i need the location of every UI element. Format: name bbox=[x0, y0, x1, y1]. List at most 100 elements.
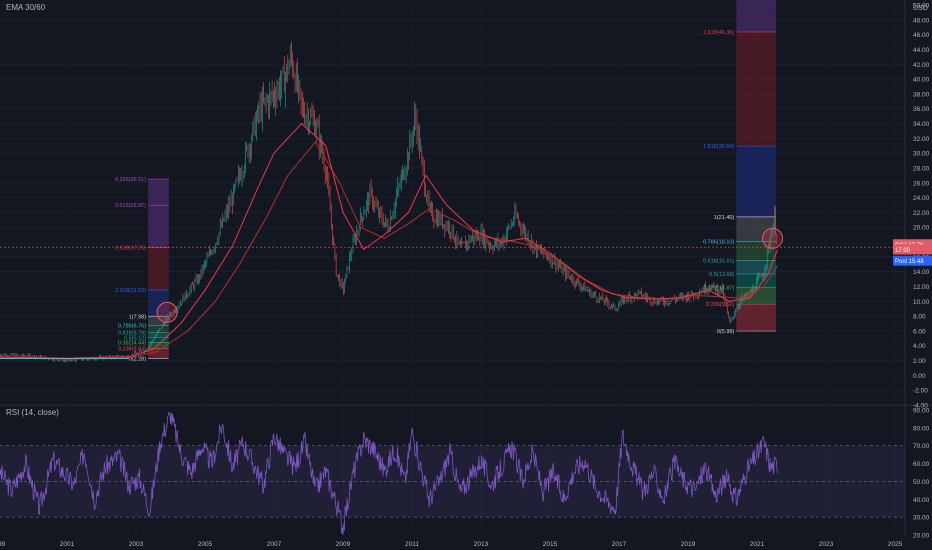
fib-right-level-label: 2.618(46.36) bbox=[703, 30, 734, 36]
fib-left-zone bbox=[148, 205, 169, 248]
fib-right-zone bbox=[736, 0, 776, 32]
price-badge bbox=[893, 244, 932, 255]
rsi-y-tick-label: 90.00 bbox=[913, 408, 930, 415]
y-tick-label: 30.00 bbox=[913, 151, 930, 158]
fib-right-level-label: 0.236(9.61) bbox=[706, 302, 734, 308]
fib-left-zone bbox=[148, 342, 169, 349]
fib-left-level-label: 0.382(4.44) bbox=[118, 340, 146, 346]
y-tick-label: -2.00 bbox=[913, 388, 928, 395]
x-tick-label: 2009 bbox=[336, 541, 351, 548]
x-tick-label: 99 bbox=[0, 541, 6, 548]
y-tick-label: 48.00 bbox=[913, 17, 930, 24]
fib-left-zone bbox=[148, 179, 169, 206]
y-tick-label: 36.00 bbox=[913, 106, 930, 113]
x-tick-label: 2007 bbox=[267, 541, 282, 548]
y-tick-label: 12.00 bbox=[913, 284, 930, 291]
fibonacci-extensions: 0(2.28)0.236(3.63)0.382(4.44)0.5(5.12)0.… bbox=[115, 0, 776, 362]
fib-right-level-label: 0(5.98) bbox=[717, 329, 735, 335]
y-tick-label: 0.00 bbox=[913, 373, 926, 380]
fib-left-level-label: 1(7.98) bbox=[129, 314, 147, 320]
y-tick-label: 8.00 bbox=[913, 314, 926, 321]
rsi-y-tick-label: 70.00 bbox=[913, 443, 930, 450]
y-tick-label: 44.00 bbox=[913, 47, 930, 54]
y-tick-label: -4.00 bbox=[913, 403, 928, 410]
y-tick-label: 24.00 bbox=[913, 195, 930, 202]
fib-right-zone bbox=[736, 31, 776, 147]
y-tick-label: 38.00 bbox=[913, 91, 930, 98]
fib-right-zone bbox=[736, 287, 776, 305]
price-badge bbox=[893, 255, 932, 266]
ema-fast-line bbox=[0, 122, 779, 359]
y-tick-label: 26.00 bbox=[913, 180, 930, 187]
y-tick-label: 28.00 bbox=[913, 165, 930, 172]
fib-right-level-label: 1.618(30.94) bbox=[703, 144, 734, 150]
rsi-y-tick-label: 80.00 bbox=[913, 425, 930, 432]
price-badge-text: Pool 15.48 bbox=[895, 259, 924, 265]
rsi-y-tick-label: 60.00 bbox=[913, 461, 930, 468]
y-tick-label: 22.00 bbox=[913, 210, 930, 217]
x-tick-label: 2017 bbox=[612, 541, 627, 548]
y-tick-label: 50.00 bbox=[913, 3, 930, 10]
rsi-line bbox=[0, 411, 779, 536]
fib-left-level-label: 0.236(3.63) bbox=[118, 346, 146, 352]
axes: 50.00 48.00 46.00 44.00 42.00 40.00 38.00 36.00… bbox=[0, 3, 932, 548]
x-tick-label: 2011 bbox=[405, 541, 419, 548]
fib-left-level-label: 4.236(26.51) bbox=[115, 177, 146, 183]
rsi-title: RSI (14, close) bbox=[6, 408, 59, 417]
y-tick-label: 34.00 bbox=[913, 121, 930, 128]
y-tick-label: 46.00 bbox=[913, 32, 930, 39]
rsi-y-tick-label: 50.00 bbox=[913, 479, 930, 486]
fib-left-level-label: 0.618(5.79) bbox=[118, 330, 146, 336]
main-chart-title: EMA 30/60 bbox=[6, 3, 46, 12]
currency-label: USD bbox=[913, 5, 928, 12]
fib-left-level-label: 3.618(22.97) bbox=[115, 203, 146, 209]
fib-right-zone bbox=[736, 304, 776, 332]
rsi-panel bbox=[0, 411, 905, 536]
y-tick-label: 20.00 bbox=[913, 225, 930, 232]
fib-right-zone bbox=[736, 146, 776, 217]
fib-left-zone bbox=[148, 325, 169, 333]
rsi-y-tick-label: 30.00 bbox=[913, 515, 930, 522]
x-tick-label: 2019 bbox=[681, 541, 696, 548]
price-badge-text: 17.00 bbox=[895, 248, 911, 254]
y-tick-label: 14.00 bbox=[913, 269, 930, 276]
fib-right-zone bbox=[736, 260, 776, 274]
y-tick-label: 32.00 bbox=[913, 136, 930, 143]
fib-right-level-label: 1(21.40) bbox=[714, 215, 735, 221]
fib-left-level-label: 0(2.28) bbox=[129, 356, 147, 362]
highlight-circle bbox=[156, 301, 178, 323]
fib-left-level-label: 0.5(5.12) bbox=[124, 335, 146, 341]
fib-left-zone bbox=[148, 247, 169, 291]
y-tick-label: 10.00 bbox=[913, 299, 930, 306]
rsi-y-tick-label: 20.00 bbox=[913, 533, 930, 540]
ema-lines bbox=[0, 122, 905, 360]
y-tick-label: 42.00 bbox=[913, 62, 930, 69]
fib-left-zone bbox=[148, 290, 169, 317]
fib-left-level-label: 2.618(17.25) bbox=[115, 246, 146, 252]
fib-left-zone bbox=[148, 316, 169, 326]
y-tick-label: 2.00 bbox=[913, 358, 926, 365]
fib-left-level-label: 0.786(6.76) bbox=[118, 323, 146, 329]
x-tick-label: 2015 bbox=[543, 541, 558, 548]
highlight-circle bbox=[762, 227, 784, 249]
price-badge bbox=[893, 239, 932, 250]
fib-right-level-label: 0.618(15.51) bbox=[703, 258, 734, 264]
y-tick-label: 6.00 bbox=[913, 328, 926, 335]
fib-left-level-label: 1.618(11.52) bbox=[115, 288, 146, 294]
x-tick-label: 2021 bbox=[750, 541, 765, 548]
x-tick-label: 2001 bbox=[60, 541, 75, 548]
x-tick-label: 2023 bbox=[819, 541, 834, 548]
fib-left-zone bbox=[148, 337, 169, 343]
fib-right-level-label: 0.5(13.69) bbox=[709, 272, 734, 278]
fib-left-zone bbox=[148, 332, 169, 338]
x-tick-label: 2005 bbox=[198, 541, 213, 548]
x-tick-label: 2003 bbox=[129, 541, 144, 548]
rsi-y-tick-label: 40.00 bbox=[913, 497, 930, 504]
x-tick-label: 2013 bbox=[474, 541, 489, 548]
x-tick-label: 2025 bbox=[888, 541, 903, 548]
y-tick-label: 40.00 bbox=[913, 77, 930, 84]
fib-left-zone bbox=[148, 348, 169, 359]
fib-right-level-label: 0.786(18.10) bbox=[703, 239, 734, 245]
fib-right-level-label: 0.382(11.87) bbox=[704, 285, 735, 291]
